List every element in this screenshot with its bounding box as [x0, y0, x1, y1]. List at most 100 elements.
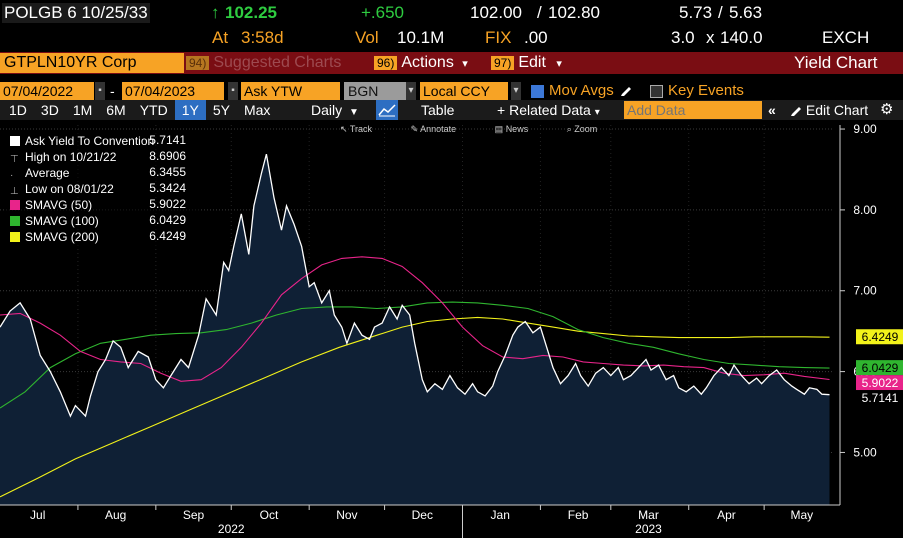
size-ask: 140.0 — [720, 28, 763, 47]
period-5y[interactable]: 5Y — [212, 102, 230, 118]
moving-average-line — [0, 316, 830, 498]
mov-avgs-toggle[interactable]: Mov Avgs — [531, 82, 632, 100]
related-data-menu[interactable]: + Related Data ▾ — [497, 100, 600, 120]
chart-mini-tools: ↖ Track ✎ Annotate ▤ News ⌕ Zoom — [340, 124, 633, 135]
legend-value: 5.7141 — [149, 133, 186, 147]
line-chart-icon[interactable] — [376, 100, 398, 120]
legend-item[interactable]: · Average — [10, 165, 69, 181]
legend-label: SMAVG (50) — [25, 198, 93, 212]
pricing-source-field[interactable]: BGN — [344, 82, 412, 100]
edit-label: Edit — [518, 54, 546, 71]
legend-label: Ask Yield To Convention — [25, 134, 155, 148]
key-events-toggle[interactable]: Key Events — [650, 82, 744, 100]
legend-item[interactable]: SMAVG (200) — [10, 229, 99, 245]
moving-average-line — [0, 301, 830, 409]
ticker-security[interactable]: POLGB 6 10/25/33 — [2, 3, 150, 23]
yield-series-line — [0, 153, 830, 418]
size-bid: 3.0 — [671, 28, 695, 47]
yield-area-fill — [0, 154, 830, 505]
period-1y[interactable]: 1Y — [174, 100, 206, 120]
start-date-calendar-icon[interactable]: ▪ — [95, 82, 105, 100]
end-date-field[interactable]: 07/04/2023 — [122, 82, 224, 100]
fix-label: FIX — [485, 28, 512, 47]
period-1d[interactable]: 1D — [9, 102, 27, 118]
legend-item[interactable]: SMAVG (100) — [10, 213, 99, 229]
security-field[interactable]: GTPLN10YR Corp — [0, 53, 184, 73]
year-label: 2023 — [635, 522, 662, 536]
track-tool[interactable]: ↖ Track — [340, 124, 373, 134]
actions-label: Actions — [401, 54, 454, 71]
related-data-caret-icon: ▾ — [594, 107, 600, 118]
pencil-icon[interactable] — [620, 84, 632, 96]
fix-value: .00 — [524, 28, 548, 47]
size-x: x — [706, 28, 715, 47]
actions-caret-icon: ▾ — [462, 58, 468, 70]
moving-average-line — [0, 256, 830, 382]
news-tool[interactable]: ▤ News — [494, 124, 529, 134]
period-6m[interactable]: 6M — [106, 102, 126, 118]
pricing-source-caret-icon[interactable]: ▾ — [406, 82, 416, 100]
volume-label: Vol — [355, 28, 379, 47]
key-events-checkbox[interactable] — [650, 84, 663, 98]
legend-swatch — [10, 136, 20, 146]
period-1m[interactable]: 1M — [72, 102, 93, 118]
volume: 10.1M — [397, 28, 445, 47]
yield-field-select[interactable]: Ask YTW — [241, 82, 340, 100]
start-date-field[interactable]: 07/04/2022 — [0, 82, 94, 100]
yield-separator: / — [718, 3, 723, 22]
collapse-chevron-icon[interactable]: « — [768, 102, 776, 118]
x-tick-label: Mar — [638, 508, 659, 522]
frequency-select[interactable]: Daily ▼ — [311, 100, 359, 120]
table-button[interactable]: Table — [421, 102, 455, 118]
value-tag — [856, 390, 903, 406]
legend-swatch — [10, 216, 20, 226]
legend-high-icon: ⊤ — [10, 154, 19, 165]
edit-menu[interactable]: 97) Edit ▾ — [491, 52, 575, 74]
x-tick-label: Dec — [412, 508, 433, 522]
suggested-charts-menu[interactable]: 94) Suggested Charts — [186, 52, 367, 74]
legend-item[interactable]: ⊤ High on 10/21/22 — [10, 149, 116, 165]
value-tag — [856, 375, 903, 391]
period-max[interactable]: Max — [243, 102, 271, 118]
edit-number: 97) — [491, 56, 515, 70]
end-date-calendar-icon[interactable]: ▪ — [228, 82, 238, 100]
legend-swatch — [10, 232, 20, 242]
price-change: +.650 — [361, 3, 405, 22]
value-tag-label: 5.9022 — [862, 376, 899, 390]
frequency-label: Daily — [311, 102, 343, 118]
legend-value: 6.4249 — [149, 229, 186, 243]
edit-chart-pencil-icon — [791, 107, 801, 116]
ask-price: 102.80 — [548, 3, 600, 22]
zoom-tool[interactable]: ⌕ Zoom — [566, 124, 598, 134]
settings-gear-icon[interactable]: ⚙ — [880, 101, 894, 118]
legend-value: 6.0429 — [149, 213, 186, 227]
x-tick-label: Aug — [105, 508, 126, 522]
period-ytd[interactable]: YTD — [139, 102, 168, 118]
add-data-input[interactable] — [624, 101, 762, 119]
key-events-label: Key Events — [668, 82, 744, 99]
edit-chart-button[interactable]: Edit Chart — [790, 100, 868, 120]
x-tick-label: Jan — [491, 508, 510, 522]
legend-value: 6.3455 — [149, 165, 186, 179]
chart-legend — [5, 131, 201, 247]
annotate-tool[interactable]: ✎ Annotate — [410, 124, 457, 134]
actions-number: 96) — [374, 56, 398, 70]
x-tick-label: Feb — [568, 508, 589, 522]
y-tick-label: 5.00 — [853, 445, 877, 459]
legend-avg-icon: · — [10, 170, 14, 181]
legend-item[interactable]: SMAVG (50) — [10, 197, 92, 213]
legend-item[interactable]: ⊥ Low on 08/01/22 — [10, 181, 114, 197]
x-tick-label: May — [791, 508, 814, 522]
mov-avgs-checkbox[interactable] — [531, 84, 544, 98]
page-title: Yield Chart — [794, 53, 878, 72]
currency-field[interactable]: Local CCY — [420, 82, 508, 100]
legend-label: Low on 08/01/22 — [25, 182, 114, 196]
x-tick-label: Jul — [30, 508, 45, 522]
period-3d[interactable]: 3D — [40, 102, 59, 118]
yield-chart[interactable]: 9.008.007.006.005.006.42496.04295.90225.… — [0, 122, 903, 538]
actions-menu[interactable]: 96) Actions ▾ — [374, 52, 486, 74]
legend-item[interactable]: Ask Yield To Convention — [10, 133, 154, 149]
suggested-charts-label: Suggested Charts — [213, 54, 342, 71]
currency-caret-icon[interactable]: ▾ — [511, 82, 521, 100]
legend-value: 5.9022 — [149, 197, 186, 211]
